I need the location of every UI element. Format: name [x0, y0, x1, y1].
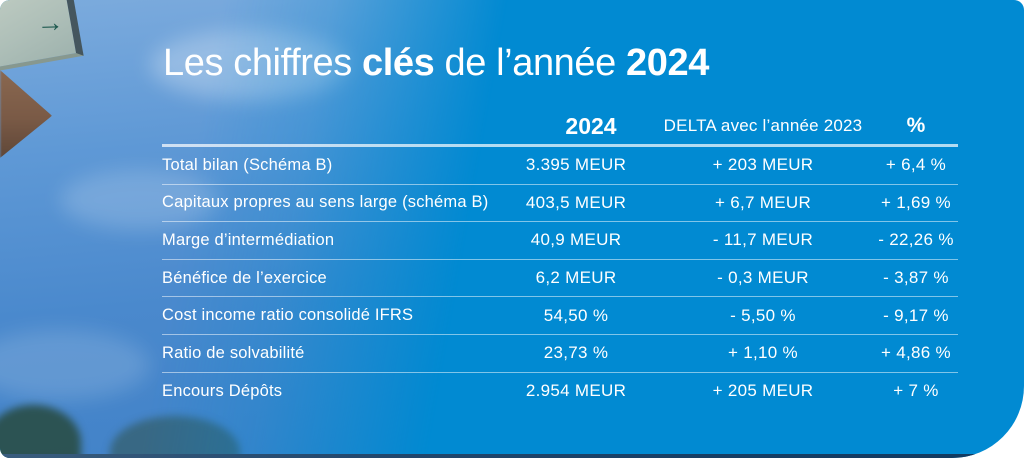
key-figures-table: 2024 DELTA avec l’année 2023 % Total bil…: [162, 108, 958, 410]
row-value-percent: - 22,26 %: [878, 230, 954, 250]
arrow-right-icon: →: [36, 7, 65, 39]
title-bold: clés: [361, 42, 435, 84]
row-value-2024: 6,2 MEUR: [535, 268, 617, 288]
title-part: Les chiffres: [163, 42, 362, 84]
row-value-percent: + 4,86 %: [881, 343, 951, 363]
column-header-2024: 2024: [565, 112, 617, 139]
table-row: Total bilan (Schéma B) 3.395 MEUR + 203 …: [162, 147, 958, 185]
table-row: Encours Dépôts 2.954 MEUR + 205 MEUR + 7…: [162, 373, 958, 411]
row-value-2024: 40,9 MEUR: [530, 230, 622, 250]
row-label: Capitaux propres au sens large (schéma B…: [162, 193, 489, 212]
row-value-delta: - 5,50 %: [730, 305, 796, 325]
title-bold: 2024: [626, 42, 709, 84]
wooden-roof-edge: [0, 70, 52, 158]
row-value-percent: + 1,69 %: [881, 192, 951, 212]
row-value-delta: + 6,7 MEUR: [714, 192, 812, 212]
row-value-2024: 3.395 MEUR: [525, 155, 627, 175]
row-value-percent: - 9,17 %: [883, 305, 949, 325]
row-value-delta: - 11,7 MEUR: [712, 230, 814, 250]
row-value-2024: 54,50 %: [543, 305, 609, 325]
table-row: Cost income ratio consolidé IFRS 54,50 %…: [162, 297, 958, 335]
table-row: Capitaux propres au sens large (schéma B…: [162, 185, 958, 223]
row-label: Cost income ratio consolidé IFRS: [162, 306, 414, 325]
cloud-shape: [0, 330, 150, 400]
row-value-percent: - 3,87 %: [883, 268, 949, 288]
row-label: Bénéfice de l’exercice: [162, 268, 327, 287]
tree-silhouette: [110, 416, 240, 458]
table-header-row: 2024 DELTA avec l’année 2023 %: [162, 108, 958, 147]
cloud-shape: [150, 30, 350, 100]
row-value-delta: - 0,3 MEUR: [717, 268, 809, 288]
row-value-delta: + 203 MEUR: [712, 155, 814, 175]
row-value-delta: + 205 MEUR: [712, 381, 814, 401]
row-value-2024: 2.954 MEUR: [525, 381, 627, 401]
row-value-delta: + 1,10 %: [728, 343, 798, 363]
row-label: Marge d’intermédiation: [162, 230, 335, 249]
row-value-percent: + 6,4 %: [885, 155, 947, 175]
page-title: Les chiffres clés de l’année 2024: [163, 42, 709, 85]
row-label: Encours Dépôts: [162, 381, 283, 400]
row-value-2024: 23,73 %: [543, 343, 609, 363]
signpost: →: [0, 0, 84, 71]
tree-silhouette: [0, 405, 81, 458]
column-header-percent: %: [906, 114, 926, 137]
bottom-navy-strip: [0, 454, 1024, 458]
table-row: Ratio de solvabilité 23,73 % + 1,10 % + …: [162, 335, 958, 373]
column-header-delta: DELTA avec l’année 2023: [663, 116, 863, 135]
table-row: Marge d’intermédiation 40,9 MEUR - 11,7 …: [162, 222, 958, 260]
row-label: Ratio de solvabilité: [162, 343, 305, 362]
cloud-shape: [60, 170, 220, 230]
table-body: Total bilan (Schéma B) 3.395 MEUR + 203 …: [162, 147, 958, 410]
row-value-2024: 403,5 MEUR: [525, 192, 627, 212]
title-part: de l’année: [434, 42, 627, 84]
row-label: Total bilan (Schéma B): [162, 155, 333, 174]
table-row: Bénéfice de l’exercice 6,2 MEUR - 0,3 ME…: [162, 260, 958, 298]
row-value-percent: + 7 %: [893, 381, 939, 401]
